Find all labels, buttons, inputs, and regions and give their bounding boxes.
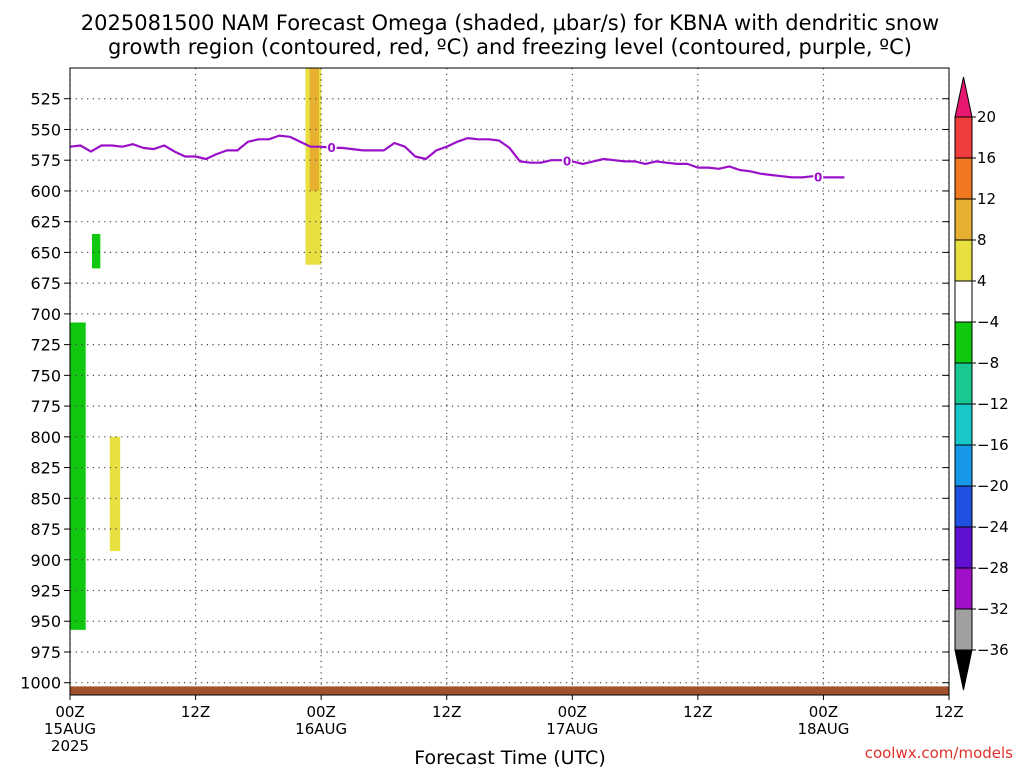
colorbar-box-3 <box>954 239 973 282</box>
x-tick-label-0-2: 2025 <box>51 737 89 755</box>
y-tick-label-2: 575 <box>30 151 61 170</box>
x-tick-label-1-0: 12Z <box>181 703 210 721</box>
y-tick-label-14: 875 <box>30 520 61 539</box>
grid-layer <box>69 68 950 695</box>
colorbar-label-2: 12 <box>977 190 996 208</box>
shading-layer <box>70 68 322 630</box>
credit-text: coolwx.com/models <box>865 744 1013 762</box>
colorbar-box-4 <box>954 280 973 323</box>
plot-frame <box>69 67 950 696</box>
y-axis: 525 550 575 600 625 650 675 700 725 750 775 800 825 8… <box>20 90 949 693</box>
colorbar-box-6 <box>954 362 973 405</box>
colorbar-bottom-arrow <box>954 649 973 691</box>
y-tick-label-8: 725 <box>30 336 61 355</box>
y-tick-label-7: 700 <box>30 305 61 324</box>
omega-shade-5 <box>309 68 320 191</box>
colorbar-top-arrow <box>954 76 973 118</box>
colorbar-box-12 <box>954 608 973 651</box>
x-tick-label-3-0: 12Z <box>432 703 461 721</box>
y-tick-label-15: 900 <box>30 551 61 570</box>
colorbar: 20 16 12 8 4 −4 −8 −12 −16 −20 −24 −28 −32 −36 <box>954 76 1009 691</box>
x-tick-label-0-1: 15AUG <box>44 720 96 738</box>
title-line-1: 2025081500 NAM Forecast Omega (shaded, μ… <box>81 11 939 35</box>
x-tick-label-4-0: 00Z <box>558 703 587 721</box>
surface-band <box>70 686 949 695</box>
title-line-2: growth region (contoured, red, ºC) and f… <box>108 35 912 59</box>
freezing-label-bg-1 <box>562 154 573 168</box>
colorbar-box-11 <box>954 567 973 610</box>
omega-shade-1 <box>70 322 86 630</box>
colorbar-box-5 <box>954 321 973 364</box>
colorbar-box-10 <box>954 526 973 569</box>
y-tick-label-11: 800 <box>30 428 61 447</box>
colorbar-label-8: −16 <box>977 436 1009 454</box>
colorbar-box-8 <box>954 444 973 487</box>
x-axis-label: Forecast Time (UTC) <box>414 747 605 768</box>
freezing-level-layer: 0 0 0 <box>69 134 845 184</box>
colorbar-label-7: −12 <box>977 395 1009 413</box>
colorbar-label-12: −32 <box>977 600 1009 618</box>
x-tick-label-7-0: 12Z <box>934 703 963 721</box>
colorbar-box-9 <box>954 485 973 528</box>
x-tick-label-6-1: 18AUG <box>797 720 849 738</box>
y-tick-label-5: 650 <box>30 243 61 262</box>
colorbar-label-6: −8 <box>977 354 999 372</box>
freezing-level-line <box>69 134 845 179</box>
y-tick-label-18: 975 <box>30 643 61 662</box>
freezing-level-label-1: 0 <box>563 154 571 168</box>
y-tick-label-3: 600 <box>30 182 61 201</box>
y-tick-label-9: 750 <box>30 366 61 385</box>
omega-shade-3 <box>109 436 121 552</box>
y-tick-label-12: 825 <box>30 459 61 478</box>
y-tick-label-19: 1000 <box>20 674 61 693</box>
y-tick-label-16: 925 <box>30 582 61 601</box>
y-tick-label-4: 625 <box>30 213 61 232</box>
y-tick-label-0: 525 <box>30 90 61 109</box>
x-tick-label-2-1: 16AUG <box>295 720 347 738</box>
y-tick-label-10: 775 <box>30 397 61 416</box>
y-tick-label-17: 950 <box>30 612 61 631</box>
colorbar-box-1 <box>954 157 973 200</box>
freezing-level-label-0: 0 <box>327 141 335 155</box>
colorbar-label-10: −24 <box>977 518 1009 536</box>
y-tick-label-6: 675 <box>30 274 61 293</box>
x-tick-label-6-0: 00Z <box>809 703 838 721</box>
colorbar-label-9: −20 <box>977 477 1009 495</box>
colorbar-label-11: −28 <box>977 559 1009 577</box>
y-tick-label-1: 550 <box>30 120 61 139</box>
colorbar-box-2 <box>954 198 973 241</box>
chart-title: 2025081500 NAM Forecast Omega (shaded, μ… <box>81 11 939 59</box>
surface-layer <box>70 686 949 695</box>
omega-shade-2 <box>91 233 101 269</box>
colorbar-label-0: 20 <box>977 108 996 126</box>
y-tick-label-13: 850 <box>30 489 61 508</box>
freezing-level-label-2: 0 <box>814 170 822 184</box>
freezing-label-bg-0 <box>326 140 337 154</box>
x-tick-label-2-0: 00Z <box>306 703 335 721</box>
colorbar-label-1: 16 <box>977 149 996 167</box>
x-tick-label-4-1: 17AUG <box>546 720 598 738</box>
colorbar-label-13: −36 <box>977 641 1009 659</box>
x-tick-label-0-0: 00Z <box>55 703 84 721</box>
x-tick-label-5-0: 12Z <box>683 703 712 721</box>
colorbar-label-4: 4 <box>977 272 987 290</box>
freezing-label-bg-2 <box>813 170 824 184</box>
colorbar-box-7 <box>954 403 973 446</box>
colorbar-label-3: 8 <box>977 231 987 249</box>
colorbar-box-0 <box>954 116 973 159</box>
colorbar-label-5: −4 <box>977 313 999 331</box>
